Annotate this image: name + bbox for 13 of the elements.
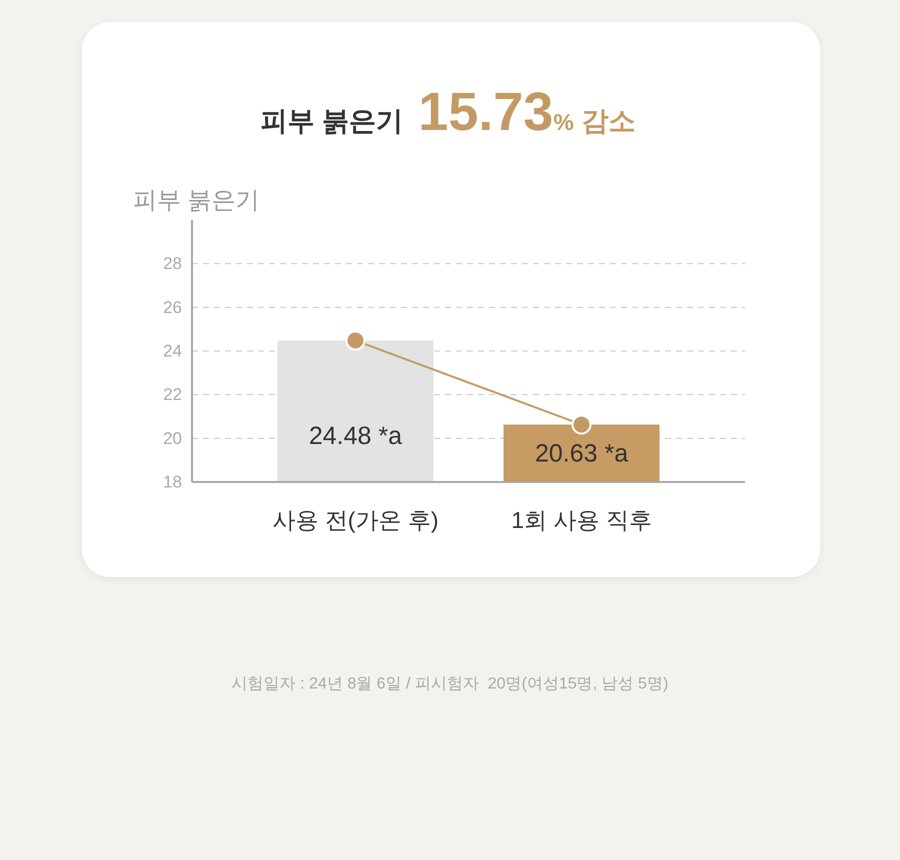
chart-title: 피부 붉은기 15.73% 감소 <box>260 82 636 142</box>
data-label: 24.48 *a <box>308 422 402 450</box>
y-tick-label: 20 <box>163 428 182 448</box>
y-tick-label: 18 <box>163 472 182 492</box>
x-tick-label: 사용 전(가온 후) <box>272 507 439 533</box>
text: 시험일자 : 24년 8월 6일 / 피시험자 20명(여성15명, 남성 5명) <box>232 676 668 692</box>
data-label: 20.63 *a <box>534 439 628 468</box>
y-axis-title: 피부 붉은기 <box>133 187 260 214</box>
y-tick-label: 22 <box>163 385 182 404</box>
y-tick-label: 26 <box>163 298 182 317</box>
y-tick-label: 28 <box>163 254 182 274</box>
y-tick-label: 24 <box>163 342 182 360</box>
x-tick-label: 1회 사용 직후 <box>511 507 652 533</box>
